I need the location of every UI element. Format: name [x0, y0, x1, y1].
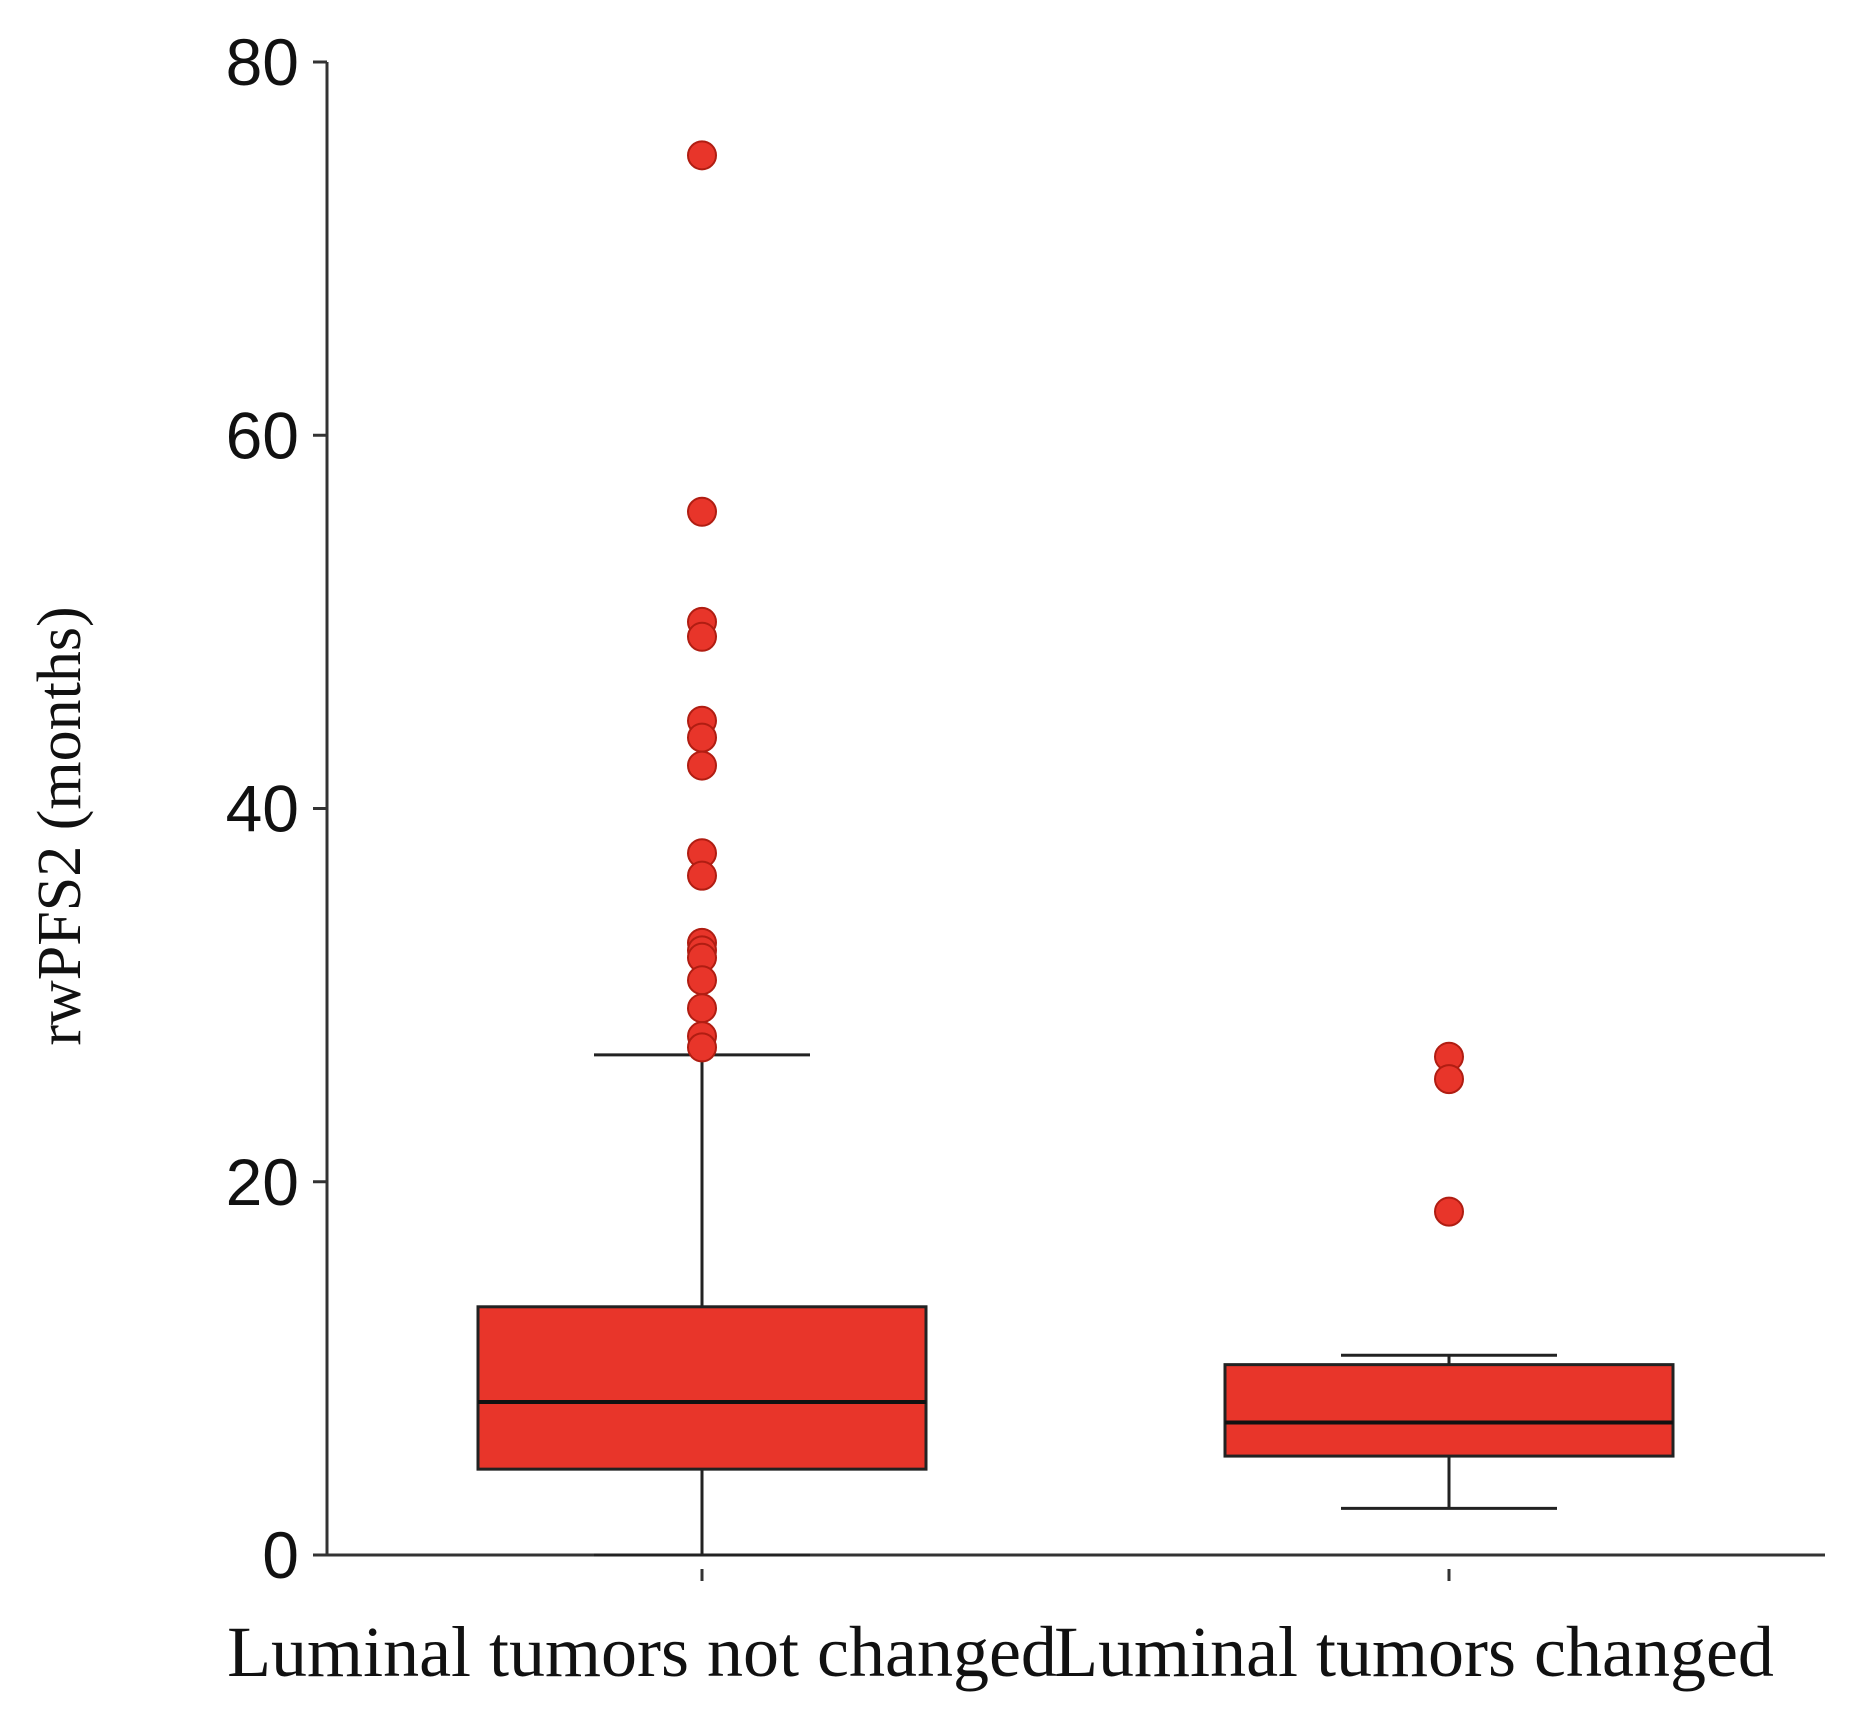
iqr-box: [1223, 1363, 1675, 1458]
outlier-point: [687, 1032, 717, 1063]
y-axis-ticks: 0 20 40 60 80: [226, 25, 327, 1592]
box-series: [476, 1053, 1675, 1581]
outlier-point: [687, 621, 717, 652]
outlier-point: [1434, 1064, 1464, 1095]
outlier-point: [1434, 1196, 1464, 1227]
y-tick-label: 20: [226, 1145, 299, 1219]
outlier-point: [687, 860, 717, 891]
outlier-point: [687, 722, 717, 753]
y-tick-label: 60: [226, 398, 299, 472]
outlier-point: [687, 750, 717, 781]
y-axis-title: rwPFS2 (months): [26, 606, 94, 1045]
y-tick-label: 0: [262, 1518, 299, 1592]
iqr-box: [476, 1305, 928, 1471]
x-category-label: Luminal tumors changed: [1054, 1612, 1774, 1692]
y-tick-label: 80: [226, 25, 299, 99]
outlier-points: [687, 140, 1464, 1227]
x-category-label: Luminal tumors not changed: [227, 1612, 1057, 1692]
outlier-point: [687, 965, 717, 996]
box-group: [1223, 1353, 1675, 1581]
box-group: [476, 1053, 928, 1581]
y-tick-label: 40: [226, 772, 299, 846]
outlier-point: [687, 993, 717, 1024]
outlier-point: [687, 496, 717, 527]
outlier-point: [687, 140, 717, 171]
